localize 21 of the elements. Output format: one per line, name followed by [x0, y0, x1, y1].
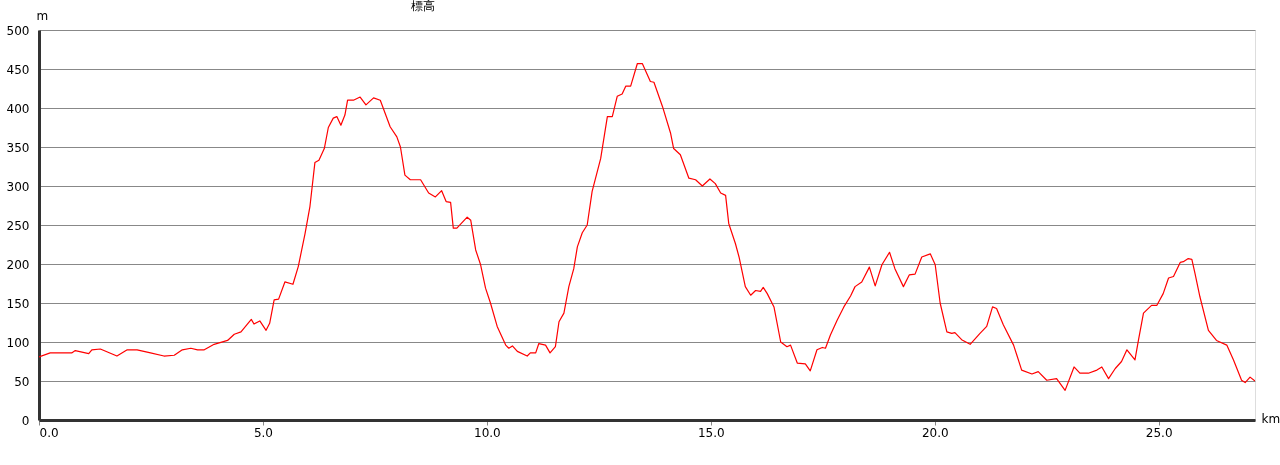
- y-axis-title: m: [36, 8, 49, 23]
- x-tick-label: 20.0: [921, 425, 949, 440]
- y-tick-label: 450: [6, 62, 30, 77]
- x-tick-label: 25.0: [1145, 425, 1173, 440]
- x-axis-title: km: [1261, 411, 1280, 426]
- x-tick-label: 5.0: [253, 425, 273, 440]
- y-tick-label: 250: [6, 218, 30, 233]
- y-tick-label: 0: [21, 413, 30, 428]
- line-series: [39, 62, 1255, 391]
- y-tick-label: 200: [6, 257, 30, 272]
- y-tick-label: 150: [6, 296, 30, 311]
- x-tick-label: 10.0: [474, 425, 501, 440]
- y-tick-label: 100: [6, 335, 30, 350]
- y-tick-label: 500: [6, 23, 30, 38]
- y-tick-label: 50: [14, 374, 30, 389]
- x-tick-label: 15.0: [697, 425, 725, 440]
- y-tick-label: 300: [6, 179, 30, 194]
- chart-title: 標高: [411, 0, 436, 13]
- x-tick-label: 0.0: [39, 425, 59, 440]
- y-tick-label: 350: [6, 140, 30, 155]
- y-tick-label: 400: [6, 101, 30, 116]
